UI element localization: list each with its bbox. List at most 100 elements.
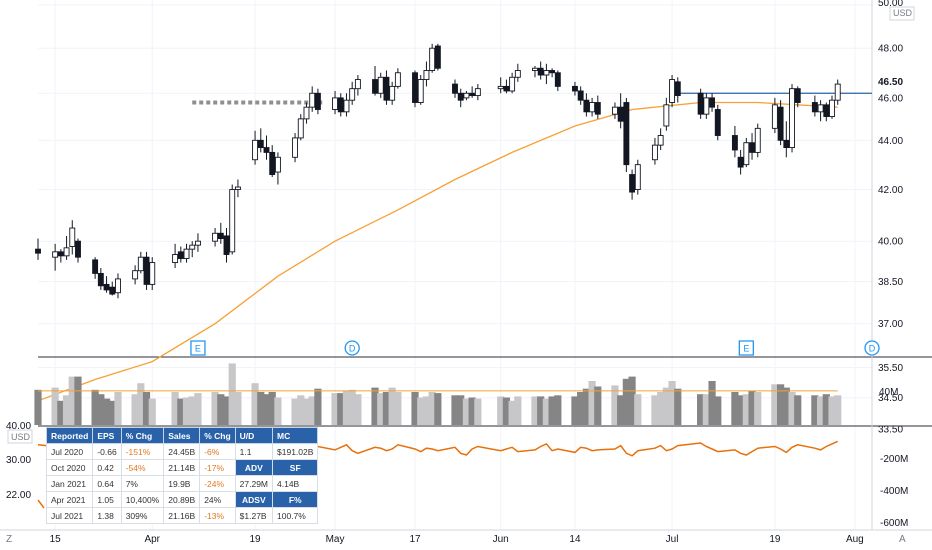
candle-down: [623, 97, 630, 173]
volume-bar: [108, 400, 116, 425]
candle-body: [754, 127, 761, 153]
candle-body: [75, 240, 81, 258]
candle-body: [503, 85, 510, 92]
volume-bar: [502, 397, 511, 425]
candle-up: [532, 66, 538, 78]
volume-bar: [342, 390, 351, 425]
volume-bar: [354, 394, 362, 425]
candle-body: [223, 235, 230, 255]
table-row: Oct 2020 0.42 -54% 21.14B -17% ADV SF: [45, 459, 319, 476]
volume-bar: [434, 393, 442, 425]
table-cell: 10,400%: [120, 491, 165, 508]
volume-bar: [251, 383, 259, 425]
candle-body: [577, 90, 584, 101]
candle-up: [297, 114, 304, 141]
earnings-table-header: Reported EPS % Chg Sales % Chg U/D MC: [45, 427, 319, 444]
candle-body: [149, 262, 156, 285]
volume-bar: [382, 392, 391, 425]
volume-tick-label: 40M: [879, 387, 898, 398]
candle-up: [509, 72, 516, 94]
candle-down: [731, 125, 738, 158]
candle-body: [412, 72, 418, 103]
candle-body: [292, 137, 299, 158]
stat-value: 1.1: [234, 443, 274, 460]
left-tick-label: 40.00: [6, 421, 31, 432]
volume-bar: [137, 383, 145, 425]
candle-up: [332, 90, 338, 115]
volume-bar: [148, 398, 156, 425]
candle-body: [714, 109, 721, 136]
candle-up: [429, 43, 436, 73]
candle-body: [172, 254, 179, 264]
volume-bar: [417, 397, 425, 425]
left-tick-label: 22.00: [6, 490, 31, 501]
table-cell: -17%: [199, 459, 236, 476]
moving-average-line: [37, 101, 838, 402]
candle-down: [594, 95, 601, 119]
candle-body: [663, 104, 670, 127]
left-currency-badge: [7, 429, 33, 444]
volume-bar: [331, 393, 339, 425]
price-tick-label: 38.50: [878, 277, 903, 288]
event-marker-letter: D: [869, 344, 876, 354]
candle-down: [35, 238, 41, 260]
candle-up: [349, 81, 356, 105]
candle-body: [57, 251, 64, 257]
volume-bar: [748, 390, 756, 425]
rs-line-start: [37, 499, 45, 509]
candle-body: [674, 81, 681, 97]
candle-body: [834, 83, 841, 101]
candle-down: [777, 100, 784, 146]
candle-up: [497, 77, 504, 94]
candle-up: [771, 97, 778, 134]
volume-bar: [297, 395, 305, 425]
candle-up: [463, 90, 470, 101]
volume-bar: [777, 384, 785, 425]
table-cell: Jul 2021: [45, 507, 94, 524]
candle-body: [617, 106, 624, 122]
table-cell: 1.05: [92, 491, 122, 508]
table-cell: 0.64: [92, 475, 122, 492]
candle-body: [823, 104, 830, 117]
candle-body: [651, 144, 658, 161]
stat-label: F%: [272, 491, 319, 508]
volume-bar: [217, 394, 225, 425]
candle-body: [771, 104, 778, 129]
candle-down: [434, 43, 441, 71]
candle-body: [434, 45, 441, 69]
candle-body: [115, 278, 121, 294]
corner-label-right: A: [899, 534, 906, 545]
candle-body: [794, 88, 801, 103]
candle-up: [69, 220, 76, 255]
stat-value: 27.29M: [234, 475, 274, 492]
candle-body: [314, 92, 321, 110]
dividend-marker: D: [344, 340, 360, 356]
candle-up: [754, 123, 761, 158]
candle-body: [789, 88, 795, 149]
candle-down: [103, 276, 110, 293]
volume-bar: [542, 398, 550, 425]
volume-bar: [611, 385, 619, 425]
candle-down: [372, 66, 378, 96]
volume-bar: [582, 388, 590, 425]
rs-tick-label: -200M: [880, 454, 908, 465]
volume-bar: [537, 396, 545, 425]
volume-bar: [668, 381, 676, 425]
candle-body: [103, 283, 110, 291]
candle-body: [349, 88, 356, 101]
candle-up: [234, 179, 241, 198]
time-tick-label: May: [326, 534, 345, 545]
volume-bar: [268, 392, 276, 425]
candle-body: [274, 156, 281, 173]
volume-bar: [651, 395, 659, 425]
volume-bar: [548, 396, 556, 425]
volume-bar: [588, 381, 596, 425]
candle-up: [303, 102, 310, 124]
earnings-table: Reported EPS % Chg Sales % Chg U/D MC Ju…: [45, 427, 319, 524]
volume-bar: [508, 400, 516, 425]
volume-bar: [51, 387, 59, 425]
candle-body: [92, 259, 99, 274]
event-marker-shape: [344, 340, 360, 356]
